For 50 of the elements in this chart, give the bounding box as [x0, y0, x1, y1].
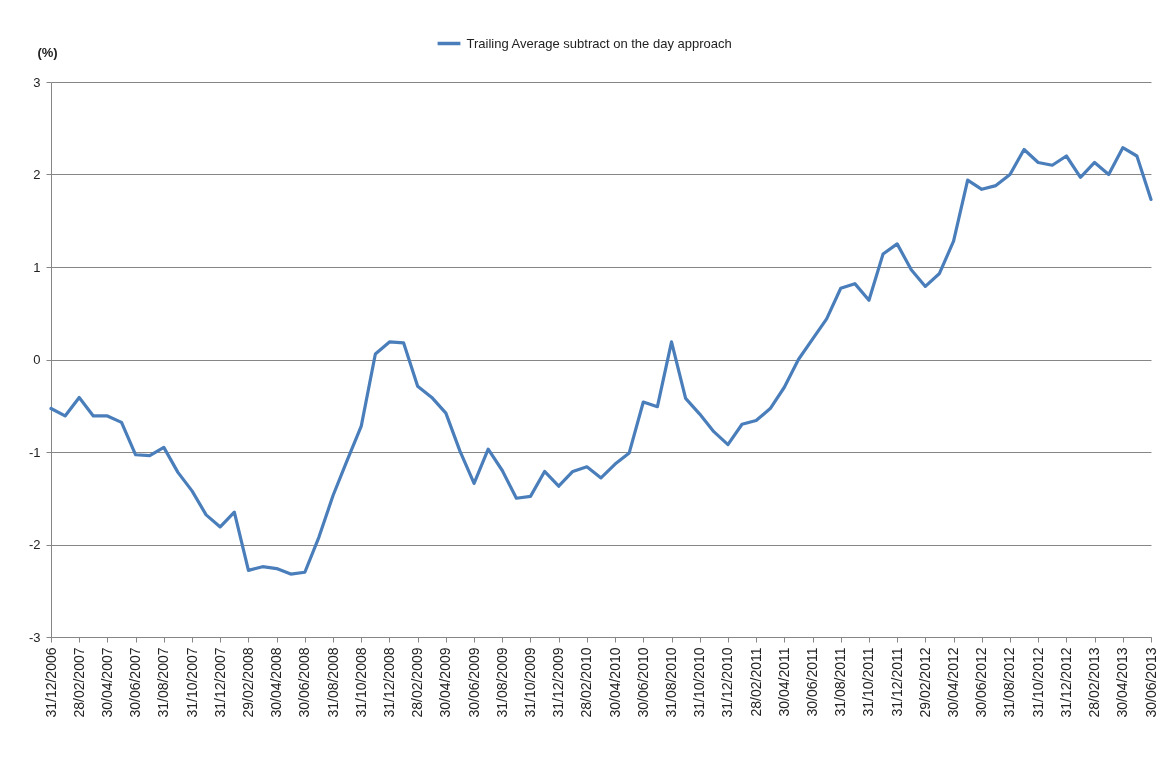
- x-tick-label: 31/12/2009: [550, 647, 567, 718]
- x-tick-label: 30/06/2011: [804, 647, 821, 717]
- x-tick-label: 31/08/2010: [663, 647, 680, 718]
- x-tick-label: 28/02/2011: [747, 647, 764, 717]
- x-tick-label: 31/10/2007: [183, 647, 200, 718]
- x-tick-label: 30/04/2012: [945, 647, 962, 718]
- x-tick-label: 31/12/2011: [888, 647, 905, 717]
- x-tick-label: 31/10/2011: [860, 647, 877, 717]
- y-tick-label: -2: [28, 537, 41, 552]
- x-tick-label: 30/04/2009: [437, 647, 454, 718]
- x-tick-label: 30/06/2012: [973, 647, 990, 718]
- y-tick-label: 2: [33, 167, 41, 182]
- x-tick-label: 30/06/2007: [127, 647, 144, 718]
- y-tick-label: -3: [28, 629, 41, 645]
- x-tick-label: 30/06/2008: [296, 647, 313, 718]
- x-tick-label: 28/02/2007: [70, 647, 87, 718]
- x-tick-label: 30/06/2013: [1142, 647, 1159, 718]
- y-tick-label: 1: [33, 259, 41, 275]
- x-tick-label: 30/04/2007: [98, 647, 115, 718]
- x-tick-label: 31/08/2007: [155, 647, 172, 718]
- y-tick-label: 0: [33, 352, 41, 367]
- x-tick-label: 31/12/2008: [380, 647, 397, 718]
- x-tick-label: 31/12/2007: [211, 647, 228, 718]
- x-tick-label: 31/08/2008: [324, 647, 341, 718]
- x-tick-label: 30/06/2009: [465, 647, 482, 718]
- y-tick-label: -1: [28, 444, 41, 460]
- x-tick-label: 31/08/2011: [832, 647, 849, 717]
- x-tick-label: 31/12/2006: [42, 647, 59, 718]
- x-tick-label: 29/02/2008: [239, 647, 256, 718]
- x-tick-label: 31/10/2010: [691, 647, 708, 718]
- x-tick-label: 31/10/2009: [521, 647, 538, 718]
- x-tick-label: 31/12/2012: [1057, 647, 1074, 718]
- x-tick-label: 31/10/2008: [352, 647, 369, 718]
- x-tick-label: 30/06/2010: [634, 647, 651, 718]
- legend-label: Trailing Average subtract on the day approach: [466, 35, 732, 51]
- x-tick-label: 30/04/2010: [606, 647, 623, 718]
- x-tick-label: 31/08/2009: [493, 647, 510, 718]
- x-tick-label: 31/10/2012: [1029, 647, 1046, 718]
- x-tick-label: 28/02/2013: [1086, 647, 1103, 718]
- x-tick-label: 31/08/2012: [1001, 647, 1018, 718]
- y-tick-label: 3: [33, 74, 41, 90]
- x-tick-label: 30/04/2013: [1114, 647, 1131, 718]
- x-tick-label: 28/02/2009: [409, 647, 426, 718]
- x-tick-label: 30/04/2008: [268, 647, 285, 718]
- x-tick-label: 31/12/2010: [719, 647, 736, 718]
- x-tick-label: 28/02/2010: [578, 647, 595, 718]
- line-series: [49, 146, 1153, 576]
- y-axis-title: (%): [37, 44, 58, 60]
- x-tick-label: 29/02/2012: [916, 647, 933, 718]
- x-tick-label: 30/04/2011: [775, 647, 792, 717]
